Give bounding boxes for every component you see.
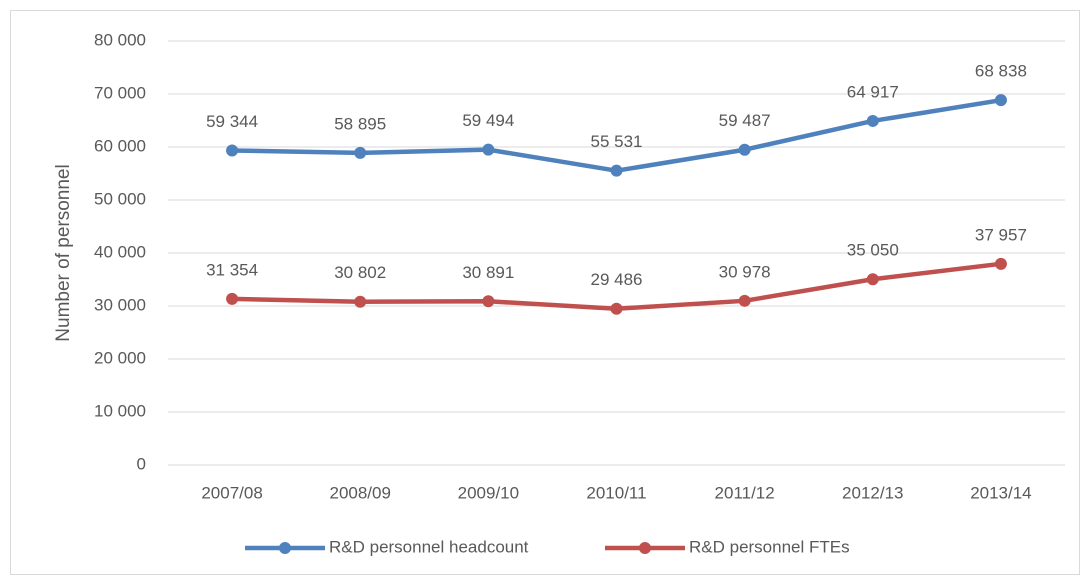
x-tick-label: 2011/12	[715, 483, 775, 502]
data-label: 55 531	[591, 132, 643, 151]
data-label: 30 802	[334, 263, 386, 282]
data-point	[866, 114, 879, 127]
x-tick-label: 2010/11	[586, 483, 646, 502]
data-label: 59 344	[206, 112, 258, 131]
data-point	[610, 164, 623, 177]
data-label: 59 487	[719, 111, 771, 130]
data-point	[994, 94, 1007, 107]
x-tick-label: 2009/10	[458, 483, 519, 502]
data-label: 31 354	[206, 260, 258, 279]
data-point	[482, 143, 495, 156]
y-tick-label: 50 000	[94, 189, 146, 208]
data-label: 29 486	[591, 270, 643, 289]
y-tick-label: 20 000	[94, 348, 146, 367]
data-point	[738, 143, 751, 156]
x-tick-label: 2013/14	[970, 483, 1031, 502]
data-label: 68 838	[975, 62, 1027, 81]
x-tick-label: 2012/13	[842, 483, 903, 502]
data-label: 64 917	[847, 82, 899, 101]
data-point	[994, 257, 1007, 270]
data-point	[738, 294, 751, 307]
data-point	[354, 295, 367, 308]
y-tick-label: 10 000	[94, 401, 146, 420]
data-point	[226, 144, 239, 157]
data-point	[482, 295, 495, 308]
data-point	[354, 146, 367, 159]
chart-border	[10, 10, 1080, 575]
data-label: 35 050	[847, 241, 899, 260]
legend-label: R&D personnel FTEs	[689, 537, 850, 556]
y-tick-label: 30 000	[94, 295, 146, 314]
legend-label: R&D personnel headcount	[329, 537, 529, 556]
data-point	[866, 273, 879, 286]
data-label: 37 957	[975, 225, 1027, 244]
y-tick-label: 80 000	[94, 30, 146, 49]
legend-marker	[279, 542, 291, 554]
y-tick-label: 70 000	[94, 83, 146, 102]
data-point	[226, 292, 239, 305]
data-label: 59 494	[462, 111, 514, 130]
data-point	[610, 302, 623, 315]
y-axis-label: Number of personnel	[53, 164, 74, 341]
x-tick-label: 2007/08	[201, 483, 262, 502]
y-tick-label: 0	[137, 454, 146, 473]
data-label: 30 891	[462, 263, 514, 282]
y-tick-label: 60 000	[94, 136, 146, 155]
x-tick-label: 2008/09	[329, 483, 390, 502]
data-label: 30 978	[719, 262, 771, 281]
data-label: 58 895	[334, 114, 386, 133]
y-tick-label: 40 000	[94, 242, 146, 261]
legend-marker	[639, 542, 651, 554]
